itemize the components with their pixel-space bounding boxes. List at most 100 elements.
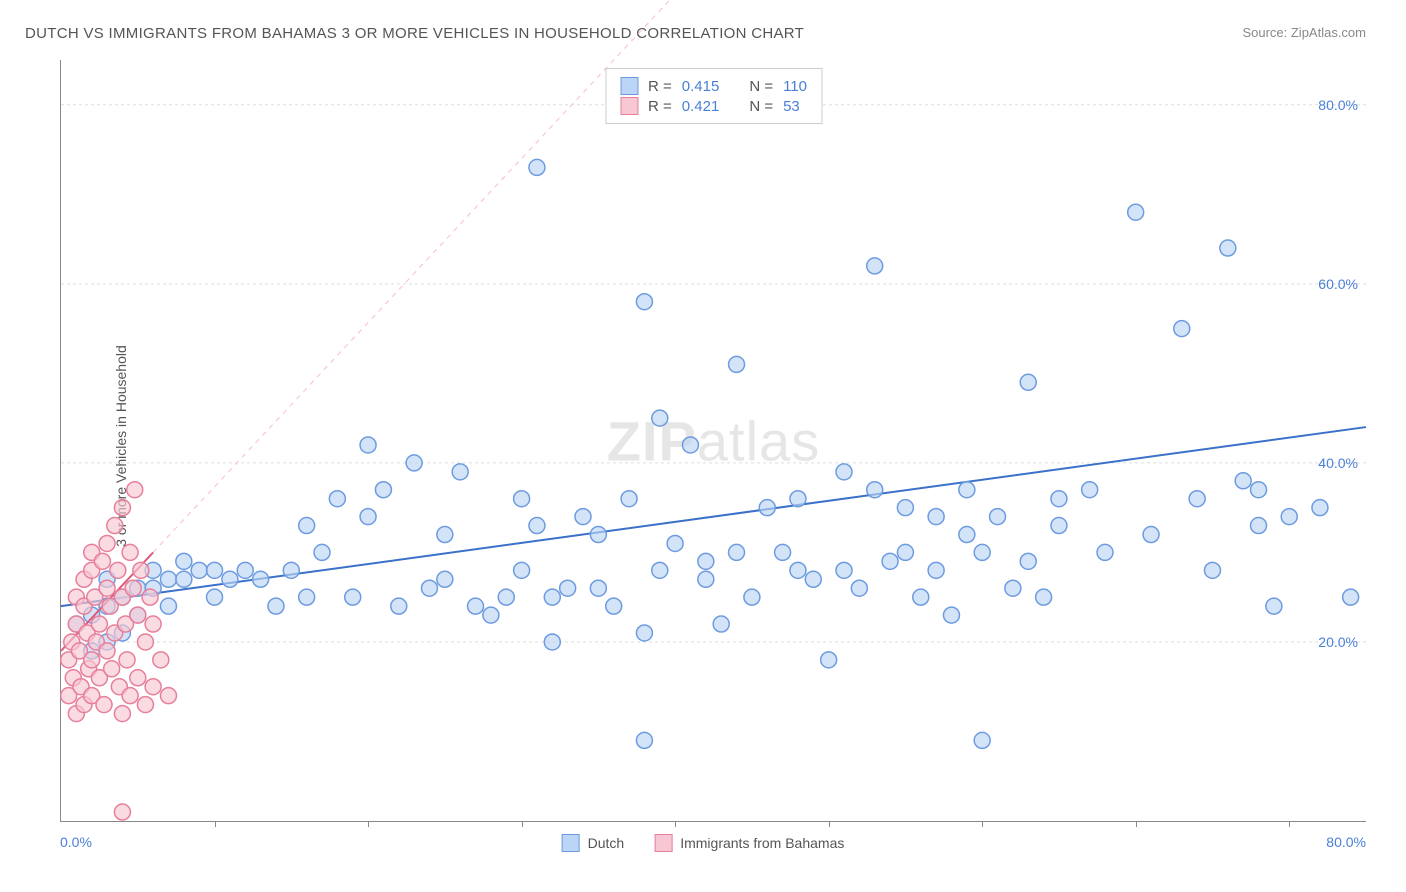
legend-label-bahamas: Immigrants from Bahamas	[680, 835, 844, 851]
data-point	[142, 589, 158, 605]
data-point	[114, 804, 130, 820]
data-point	[452, 464, 468, 480]
data-point	[698, 553, 714, 569]
data-point	[1266, 598, 1282, 614]
data-point	[299, 518, 315, 534]
data-point	[529, 518, 545, 534]
data-point	[94, 553, 110, 569]
data-point	[130, 607, 146, 623]
scatter-plot-svg	[61, 60, 1366, 821]
data-point	[207, 589, 223, 605]
data-point	[133, 562, 149, 578]
data-point	[114, 500, 130, 516]
data-point	[867, 258, 883, 274]
source-name: ZipAtlas.com	[1291, 25, 1366, 40]
data-point	[110, 562, 126, 578]
y-tick-label: 60.0%	[1318, 276, 1358, 292]
data-point	[160, 688, 176, 704]
data-point	[437, 527, 453, 543]
data-point	[759, 500, 775, 516]
x-origin-tick: 0.0%	[60, 834, 92, 850]
data-point	[125, 580, 141, 596]
legend-item-dutch: Dutch	[562, 834, 625, 852]
data-point	[805, 571, 821, 587]
data-point	[314, 544, 330, 560]
data-point	[544, 634, 560, 650]
r-value-bahamas: 0.421	[682, 98, 720, 115]
data-point	[652, 562, 668, 578]
data-point	[329, 491, 345, 507]
source-label: Source:	[1242, 25, 1290, 40]
plot-area: R = 0.415 N = 110 R = 0.421 N = 53 ZIPat…	[60, 60, 1366, 822]
data-point	[483, 607, 499, 623]
data-point	[882, 553, 898, 569]
data-point	[468, 598, 484, 614]
data-point	[928, 562, 944, 578]
data-point	[560, 580, 576, 596]
data-point	[375, 482, 391, 498]
data-point	[1251, 482, 1267, 498]
data-point	[1235, 473, 1251, 489]
data-point	[1051, 491, 1067, 507]
data-point	[421, 580, 437, 596]
data-point	[176, 553, 192, 569]
data-point	[514, 491, 530, 507]
data-point	[990, 509, 1006, 525]
data-point	[636, 625, 652, 641]
data-point	[729, 544, 745, 560]
data-point	[1343, 589, 1359, 605]
data-point	[514, 562, 530, 578]
data-point	[1082, 482, 1098, 498]
swatch-dutch-bottom	[562, 834, 580, 852]
data-point	[590, 527, 606, 543]
data-point	[1312, 500, 1328, 516]
data-point	[127, 482, 143, 498]
legend-item-bahamas: Immigrants from Bahamas	[654, 834, 844, 852]
data-point	[96, 697, 112, 713]
data-point	[104, 661, 120, 677]
data-point	[283, 562, 299, 578]
data-point	[253, 571, 269, 587]
data-point	[176, 571, 192, 587]
data-point	[345, 589, 361, 605]
data-point	[913, 589, 929, 605]
data-point	[360, 437, 376, 453]
data-point	[897, 544, 913, 560]
data-point	[836, 562, 852, 578]
data-point	[575, 509, 591, 525]
data-point	[959, 527, 975, 543]
data-point	[145, 679, 161, 695]
data-point	[107, 518, 123, 534]
r-label: R =	[648, 98, 672, 115]
data-point	[606, 598, 622, 614]
data-point	[974, 544, 990, 560]
r-label: R =	[648, 78, 672, 95]
data-point	[621, 491, 637, 507]
data-point	[1204, 562, 1220, 578]
data-point	[636, 294, 652, 310]
chart-container: DUTCH VS IMMIGRANTS FROM BAHAMAS 3 OR MO…	[10, 10, 1396, 882]
n-value-dutch: 110	[783, 78, 807, 95]
data-point	[237, 562, 253, 578]
data-point	[959, 482, 975, 498]
data-point	[122, 544, 138, 560]
data-point	[775, 544, 791, 560]
data-point	[1051, 518, 1067, 534]
correlation-legend: R = 0.415 N = 110 R = 0.421 N = 53	[605, 68, 822, 124]
data-point	[160, 598, 176, 614]
data-point	[84, 652, 100, 668]
data-point	[145, 616, 161, 632]
data-point	[122, 688, 138, 704]
data-point	[652, 410, 668, 426]
data-point	[729, 356, 745, 372]
data-point	[544, 589, 560, 605]
n-value-bahamas: 53	[783, 98, 800, 115]
swatch-bahamas-bottom	[654, 834, 672, 852]
data-point	[713, 616, 729, 632]
data-point	[1220, 240, 1236, 256]
data-point	[1020, 374, 1036, 390]
data-point	[114, 706, 130, 722]
data-point	[299, 589, 315, 605]
data-point	[99, 580, 115, 596]
data-point	[1036, 589, 1052, 605]
